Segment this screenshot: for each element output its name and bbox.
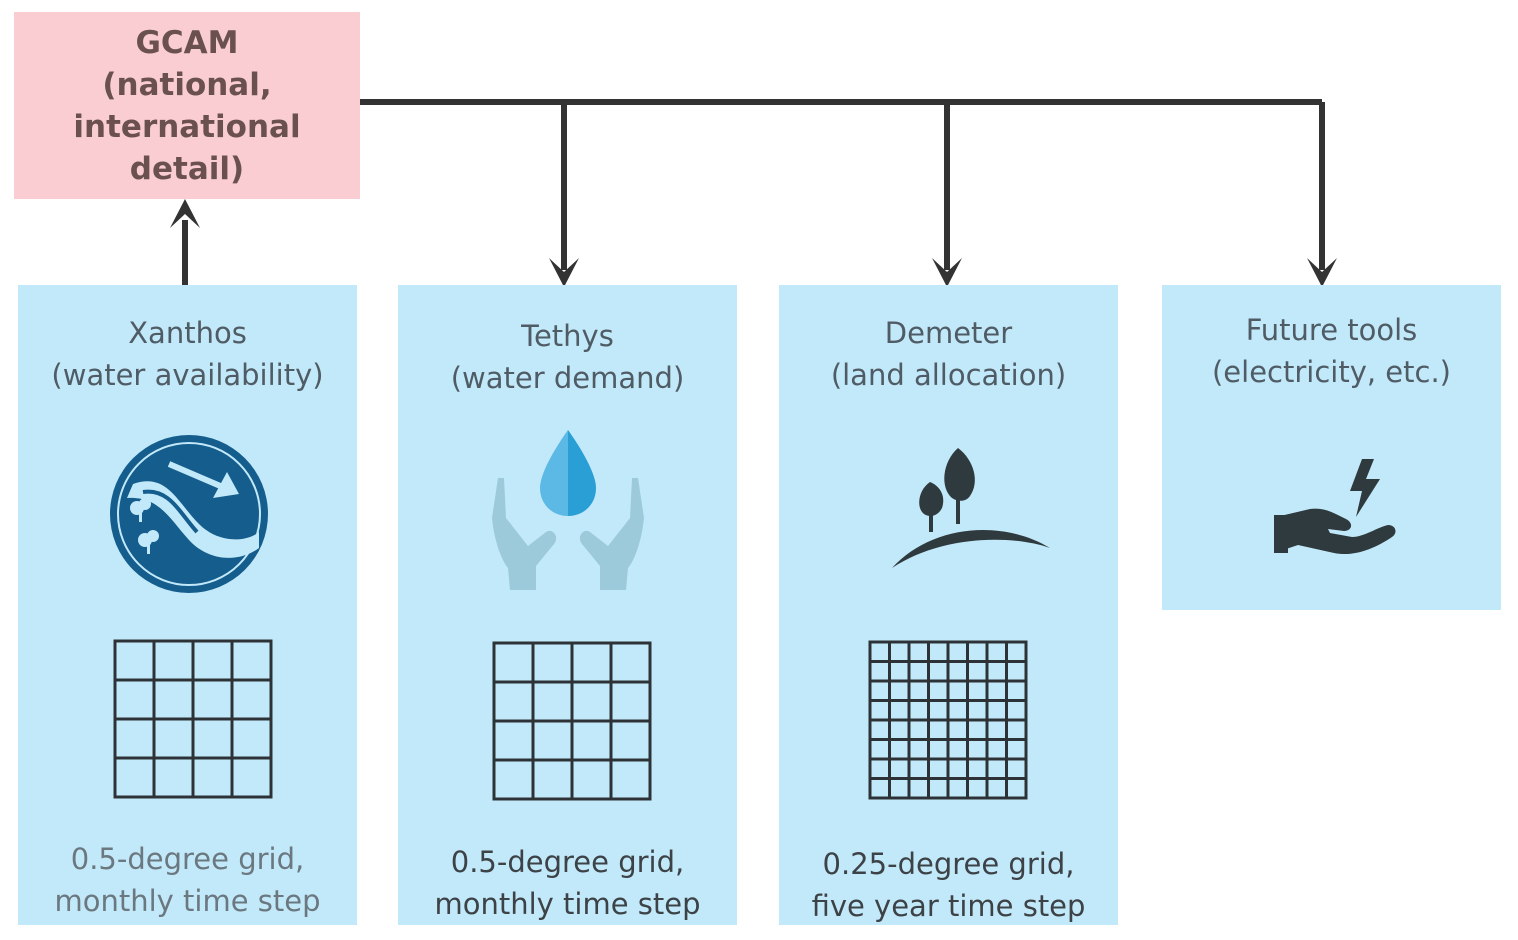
xanthos-title: Xanthos (water availability) xyxy=(18,312,357,396)
demeter-box: Demeter (land allocation) 0.25-degree gr… xyxy=(779,285,1118,925)
grid-resolution-text: 0.25-degree grid, xyxy=(822,847,1075,881)
xanthos-footer: 0.5-degree grid, monthly time step xyxy=(18,838,357,922)
tethys-box: Tethys (water demand) 0.5-degree grid, m… xyxy=(398,285,737,925)
arrowhead-tethys xyxy=(549,258,579,287)
gcam-subtitle-line-1: (national, xyxy=(102,66,272,103)
grid-resolution-text: 0.5-degree grid, xyxy=(70,842,305,876)
trees-hill-icon xyxy=(892,448,1050,568)
gcam-subtitle-line-3: detail) xyxy=(129,150,245,187)
box-name: Tethys xyxy=(521,319,614,353)
demeter-title: Demeter (land allocation) xyxy=(779,312,1118,396)
grid-0-25-degree-icon xyxy=(868,640,1028,800)
box-name: Demeter xyxy=(884,316,1013,350)
tethys-title: Tethys (water demand) xyxy=(398,315,737,399)
gcam-subtitle-line-2: international xyxy=(73,108,301,145)
grid-0-5-degree-icon xyxy=(492,641,652,801)
future-tools-box: Future tools (electricity, etc.) xyxy=(1162,285,1501,610)
future-tools-title: Future tools (electricity, etc.) xyxy=(1162,309,1501,393)
river-icon xyxy=(110,435,268,593)
box-description: (water availability) xyxy=(51,358,324,392)
gcam-title: GCAM xyxy=(135,24,239,61)
arrowhead-demeter xyxy=(932,258,962,287)
xanthos-box: Xanthos (water availability) 0.5-degree … xyxy=(18,285,357,925)
box-description: (water demand) xyxy=(450,361,685,395)
gcam-box: GCAM (national, international detail) xyxy=(14,12,360,199)
time-step-text: monthly time step xyxy=(434,887,701,921)
box-description: (electricity, etc.) xyxy=(1211,355,1451,389)
arrowhead-gcam xyxy=(170,199,200,228)
grid-0-5-degree-icon xyxy=(113,639,273,799)
time-step-text: monthly time step xyxy=(54,884,321,918)
time-step-text: five year time step xyxy=(811,889,1086,923)
grid-resolution-text: 0.5-degree grid, xyxy=(450,845,685,879)
box-name: Future tools xyxy=(1245,313,1418,347)
hands-water-drop-icon xyxy=(492,430,644,590)
box-description: (land allocation) xyxy=(830,358,1067,392)
hand-lightning-icon xyxy=(1274,459,1396,555)
tethys-footer: 0.5-degree grid, monthly time step xyxy=(398,841,737,925)
box-name: Xanthos xyxy=(128,316,247,350)
demeter-footer: 0.25-degree grid, five year time step xyxy=(779,843,1118,927)
arrowhead-future-tools xyxy=(1307,258,1337,287)
